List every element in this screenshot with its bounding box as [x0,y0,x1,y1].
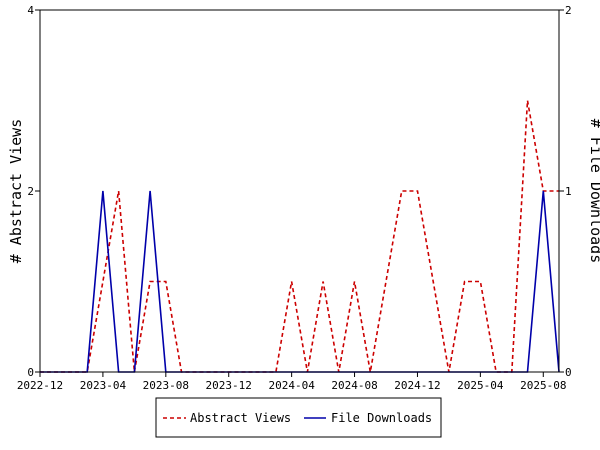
x-tick-label: 2024-04 [268,379,315,392]
y-axis-title: # Abstract Views [7,119,25,264]
x-tick-label: 2023-04 [80,379,127,392]
left-axis-ticks: 0 2 4 [27,4,40,379]
series-layer [40,100,560,373]
x-tick-label: 2024-12 [394,379,440,392]
x-tick-label: 2022-12 [17,379,63,392]
x-axis-ticks: 2022-12 2023-04 2023-08 2023-12 2024-04 2024-… [17,372,566,392]
legend-box [155,397,442,438]
y-tick-label: 2 [27,185,34,198]
legend-label-abstract-views: Abstract Views [190,411,291,425]
x-tick-label: 2023-12 [206,379,252,392]
x-tick-label: 2025-08 [520,379,566,392]
y2-axis-title: # File Downloads [587,119,600,264]
y-tick-label: 4 [27,4,34,17]
y-tick-label: 0 [27,366,34,379]
series-line-file-downloads [40,190,560,373]
x-tick-label: 2025-04 [457,379,504,392]
legend-label-file-downloads: File Downloads [331,411,432,425]
x-tick-label: 2023-08 [143,379,189,392]
legend: Abstract Views File Downloads [155,397,442,438]
right-axis-ticks: 0 1 2 [559,4,572,379]
y2-tick-label: 2 [565,4,572,17]
y2-tick-label: 0 [565,366,572,379]
x-tick-label: 2024-08 [331,379,377,392]
plot-frame [39,9,560,373]
series-line-abstract-views [40,100,559,373]
y2-tick-label: 1 [565,185,572,198]
